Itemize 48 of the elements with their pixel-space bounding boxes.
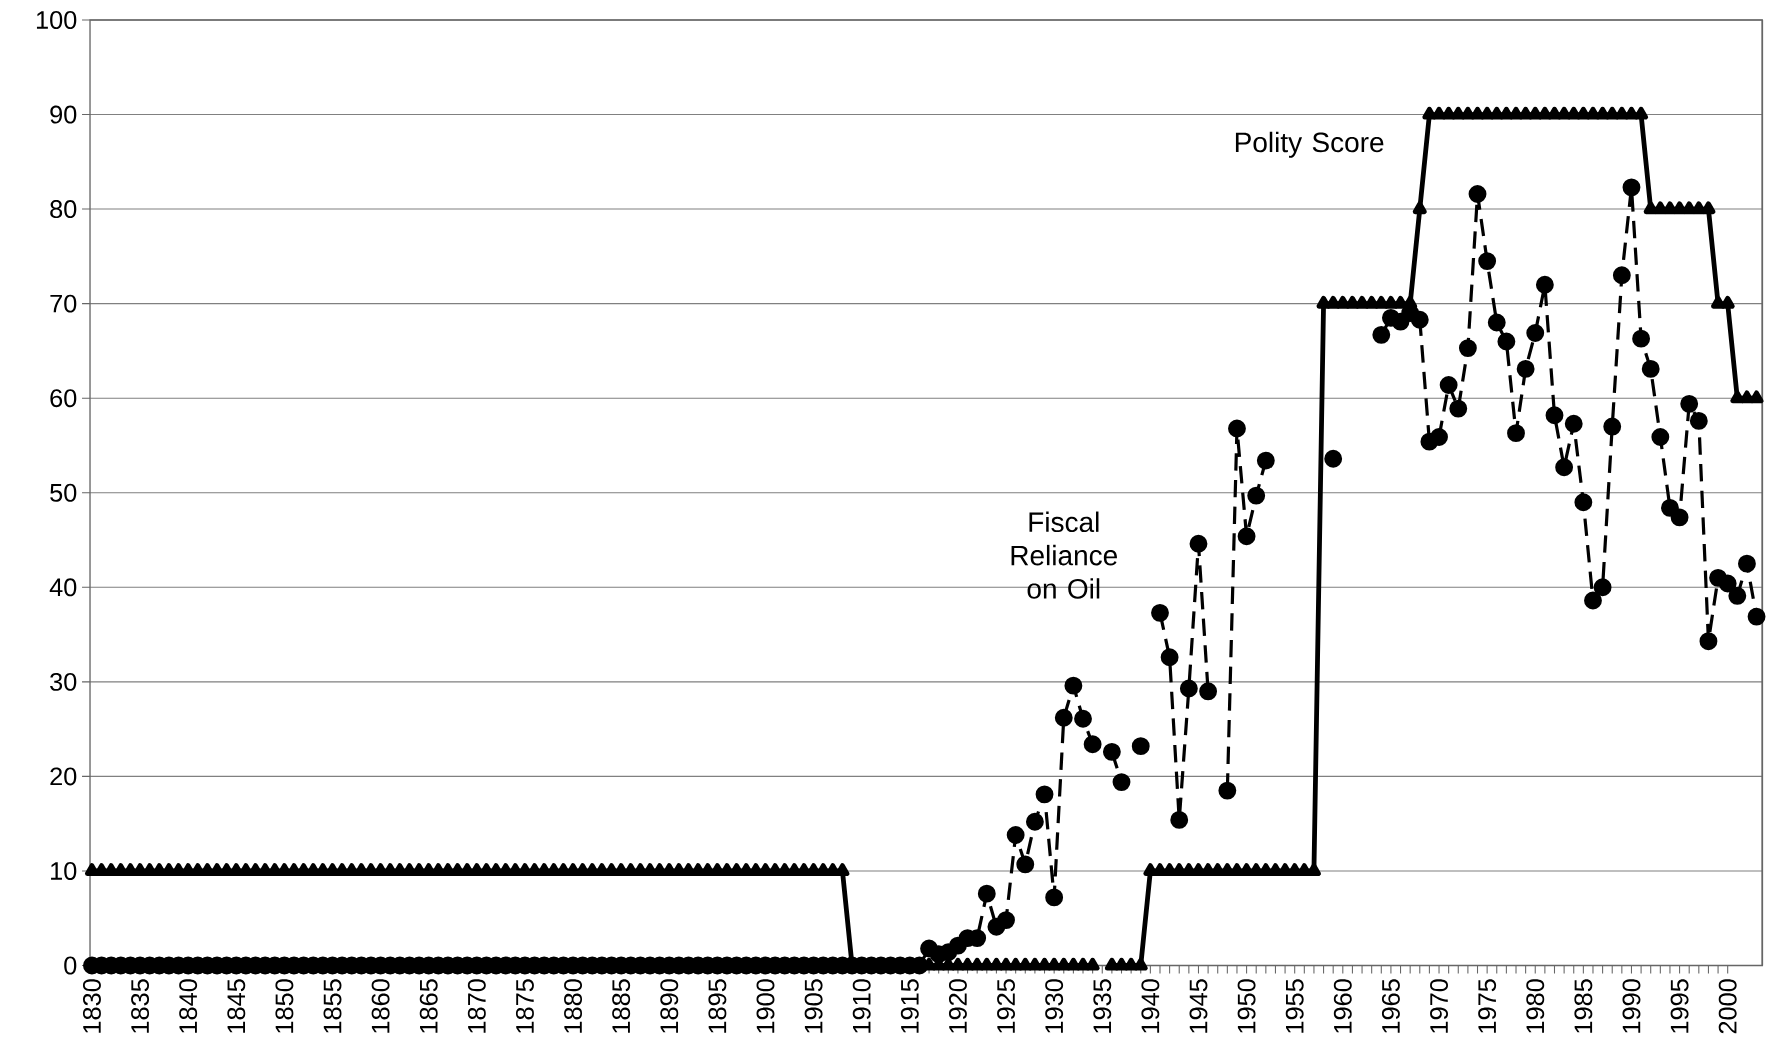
x-tick-label: 1860 — [371, 979, 390, 1033]
x-tick-label: 1950 — [1237, 979, 1256, 1033]
x-tick-label: 1925 — [997, 979, 1016, 1033]
x-tick-label: 1920 — [948, 979, 967, 1033]
x-tick-label: 1940 — [1141, 979, 1160, 1033]
x-tick-label: 1880 — [564, 979, 583, 1033]
x-tick-label: 2000 — [1718, 979, 1737, 1034]
y-tick-label: 50 — [50, 483, 77, 502]
x-tick-label: 1910 — [852, 979, 871, 1033]
x-tick-label: 1915 — [900, 979, 919, 1033]
x-tick-label: 1845 — [227, 979, 246, 1033]
series-label: Polity Score — [1235, 131, 1384, 158]
y-tick-label: 20 — [50, 767, 77, 786]
y-tick-label: 0 — [64, 956, 77, 975]
x-tick-label: 1955 — [1285, 979, 1304, 1033]
y-tick-label: 70 — [50, 294, 77, 313]
x-tick-label: 1975 — [1478, 979, 1497, 1033]
x-tick-label: 1835 — [131, 979, 150, 1033]
x-tick-label: 1960 — [1333, 979, 1352, 1033]
y-tick-label: 80 — [50, 200, 77, 218]
y-tick-label: 30 — [50, 672, 77, 691]
x-tick-label: 1855 — [323, 979, 342, 1033]
y-tick-label: 100 — [36, 10, 77, 29]
x-tick-label: 1935 — [1093, 979, 1112, 1033]
x-tick-label: 1850 — [275, 979, 294, 1033]
x-tick-label: 1840 — [179, 979, 198, 1033]
x-tick-label: 1905 — [804, 979, 823, 1033]
x-tick-label: 1865 — [419, 979, 438, 1033]
x-tick-label: 1945 — [1189, 979, 1208, 1033]
x-tick-label: 1870 — [467, 979, 486, 1033]
x-tick-label: 1930 — [1045, 979, 1064, 1033]
x-tick-label: 1875 — [515, 979, 534, 1033]
x-tick-label: 1985 — [1574, 979, 1593, 1033]
y-tick-label: 10 — [51, 861, 77, 880]
x-tick-label: 1990 — [1622, 979, 1641, 1033]
x-tick-label: 1995 — [1670, 979, 1689, 1033]
y-tick-label: 60 — [50, 389, 77, 408]
x-tick-label: 1965 — [1381, 979, 1400, 1033]
x-tick-label: 1970 — [1430, 979, 1448, 1033]
x-tick-label: 1900 — [756, 979, 775, 1033]
x-tick-label: 1980 — [1526, 979, 1545, 1033]
x-tick-label: 1885 — [612, 979, 631, 1033]
y-tick-label: 40 — [49, 578, 77, 597]
y-tick-label: 90 — [50, 105, 77, 124]
x-tick-label: 1830 — [82, 979, 101, 1033]
x-tick-label: 1890 — [660, 979, 679, 1033]
series-label: Fiscal Reliance on Oil — [1011, 511, 1117, 599]
x-tick-label: 1895 — [708, 979, 727, 1033]
